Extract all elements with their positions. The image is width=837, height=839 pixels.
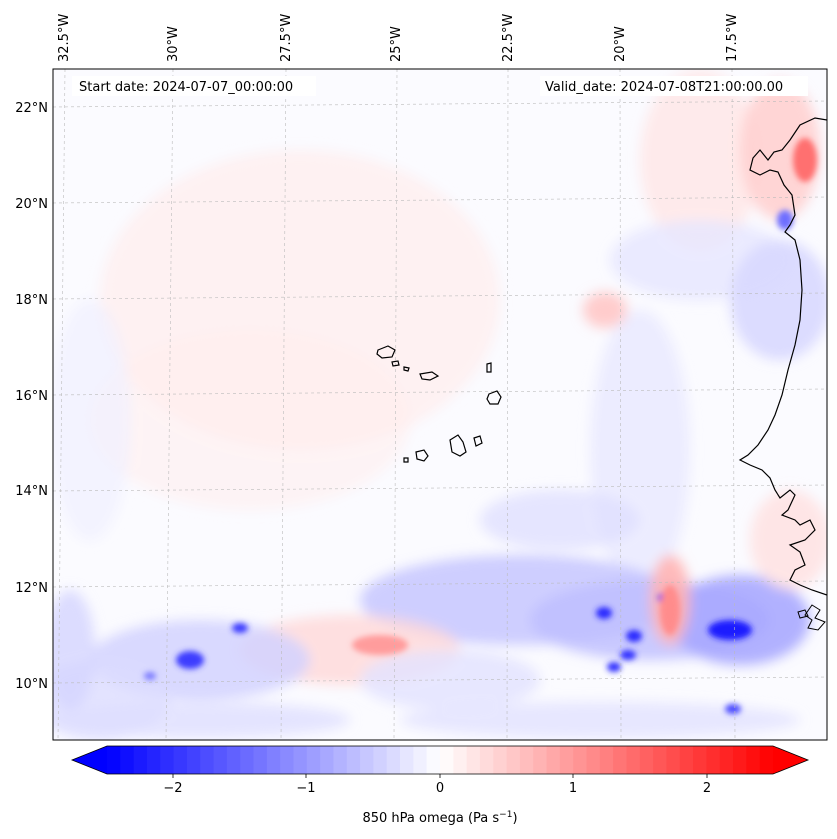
colorbar-cell <box>266 746 281 774</box>
lon-label: 20°W <box>613 26 628 62</box>
colorbar-cell <box>240 746 255 774</box>
colorbar-cell <box>466 746 481 774</box>
colorbar-ticks <box>172 774 708 778</box>
africa-coast-detail-2 <box>797 609 809 619</box>
colorbar-cell <box>426 746 441 774</box>
gridlines <box>53 69 827 740</box>
colorbar-cell <box>120 746 135 774</box>
lon-label: 22.5°W <box>501 14 516 62</box>
colorbar-cell <box>519 746 534 774</box>
colorbar-cell <box>186 746 201 774</box>
colorbar-cell <box>146 746 161 774</box>
start-date-label: Start date: 2024-07-07_00:00:00 <box>79 80 293 95</box>
colorbar-cell <box>506 746 521 774</box>
colorbar-cell <box>693 746 707 774</box>
africa-coastline <box>738 117 827 596</box>
colorbar-cell <box>133 746 148 774</box>
map-panel: Start date: 2024-07-07_00:00:00 Valid_da… <box>53 69 827 740</box>
colorbar-cell <box>373 746 388 774</box>
colorbar-cell <box>533 746 548 774</box>
lat-label: 14°N <box>15 484 48 499</box>
colorbar-cell <box>200 746 215 774</box>
colorbar-cell <box>706 746 721 774</box>
lon-label: 17.5°W <box>725 14 740 62</box>
lon-label: 32.5°W <box>57 14 72 62</box>
colorbar-tick-label: −2 <box>163 781 182 796</box>
colorbar-tick-label: 2 <box>703 781 711 796</box>
cape-verde-islands <box>376 345 502 463</box>
colorbar-cell <box>493 746 508 774</box>
colorbar-cell <box>479 746 494 774</box>
colorbar-tick-label: 1 <box>569 781 577 796</box>
lat-label: 16°N <box>15 389 48 404</box>
colorbar-cells <box>72 746 808 774</box>
lon-label: 30°W <box>166 26 181 62</box>
colorbar-cell <box>613 746 627 774</box>
colorbar-tick-label: 0 <box>436 781 444 796</box>
colorbar-cell <box>306 746 321 774</box>
colorbar-extend-high <box>773 746 808 774</box>
colorbar-cell <box>386 746 401 774</box>
lat-label: 18°N <box>15 293 48 308</box>
colorbar: −2 −1 0 1 2 850 hPa omega (Pa s−1) <box>70 745 810 826</box>
colorbar-extend-low <box>72 746 107 774</box>
colorbar-cell <box>679 746 694 774</box>
colorbar-cell <box>400 746 414 774</box>
colorbar-cell <box>253 746 268 774</box>
colorbar-cell <box>320 746 334 774</box>
lat-label: 20°N <box>15 197 48 212</box>
colorbar-cell <box>160 746 175 774</box>
map-frame <box>52 68 828 741</box>
colorbar-cell <box>440 746 454 774</box>
colorbar-cell <box>666 746 681 774</box>
colorbar-cell <box>413 746 428 774</box>
colorbar-outline <box>70 745 810 775</box>
lat-label: 22°N <box>15 101 48 116</box>
colorbar-label: 850 hPa omega (Pa s−1) <box>362 810 517 826</box>
colorbar-cell <box>280 746 294 774</box>
colorbar-cell <box>639 746 654 774</box>
colorbar-cell <box>226 746 241 774</box>
colorbar-cell <box>333 746 348 774</box>
colorbar-cell <box>559 746 574 774</box>
colorbar-cell <box>173 746 188 774</box>
colorbar-cell <box>626 746 641 774</box>
colorbar-cell <box>586 746 601 774</box>
colorbar-cell <box>453 746 468 774</box>
valid-date-label: Valid_date: 2024-07-08T21:00:00.00 <box>545 80 783 95</box>
colorbar-cell <box>653 746 667 774</box>
latitude-labels: 22°N 20°N 18°N 16°N 14°N 12°N 10°N <box>15 101 48 692</box>
lat-label: 12°N <box>15 581 48 596</box>
colorbar-tick-label: −1 <box>296 781 315 796</box>
longitude-labels: 32.5°W 30°W 27.5°W 25°W 22.5°W 20°W 17.5… <box>57 14 740 62</box>
colorbar-cell <box>599 746 614 774</box>
lon-label: 27.5°W <box>279 14 294 62</box>
lon-label: 25°W <box>389 26 404 62</box>
colorbar-cell <box>573 746 588 774</box>
colorbar-cell <box>293 746 308 774</box>
colorbar-cell <box>360 746 374 774</box>
colorbar-cell <box>546 746 561 774</box>
lat-label: 10°N <box>15 677 48 692</box>
start-date-box <box>72 76 316 96</box>
colorbar-cell <box>213 746 228 774</box>
colorbar-cell <box>346 746 361 774</box>
colorbar-cell <box>746 746 761 774</box>
colorbar-cell <box>107 746 121 774</box>
colorbar-cell <box>719 746 734 774</box>
colorbar-cell <box>733 746 747 774</box>
colorbar-cell <box>759 746 774 774</box>
valid-date-box <box>540 76 808 96</box>
